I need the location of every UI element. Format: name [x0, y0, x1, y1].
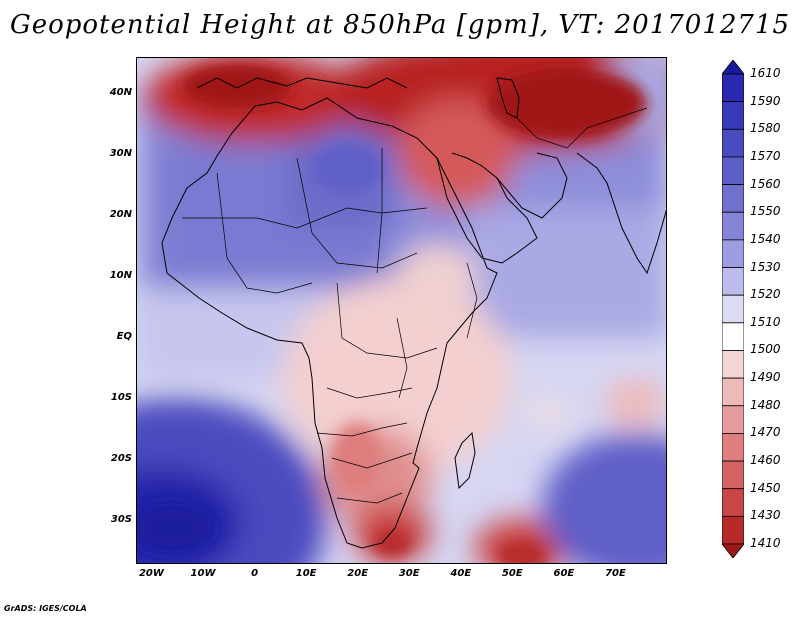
colorbar-segment [722, 294, 744, 324]
colorbar-label: 1520 [750, 287, 781, 302]
credit-text: GrADS: IGES/COLA [4, 604, 87, 613]
map-panel [136, 57, 667, 564]
height-field-map [137, 58, 666, 563]
field-details [137, 64, 647, 563]
colorbar-label: 1470 [750, 425, 781, 440]
colorbar-label: 1550 [750, 204, 781, 219]
colorbar-label: 1490 [750, 370, 781, 385]
lat-tick-label: 10S [110, 392, 132, 404]
chart-title: Geopotential Height at 850hPa [gpm], VT:… [9, 10, 791, 40]
colorbar-label: 1530 [750, 259, 781, 274]
colorbar-segment [722, 267, 744, 296]
lat-tick-label: EQ [116, 330, 132, 342]
lon-tick-label: 20E [347, 568, 369, 579]
lat-tick-label: 20S [110, 453, 132, 465]
colorbar-label: 1560 [750, 176, 781, 191]
colorbar-segment [722, 101, 744, 130]
colorbar [722, 60, 744, 558]
colorbar-label: 1450 [750, 480, 781, 495]
colorbar-segment [722, 322, 744, 351]
lon-tick-label: 10W [190, 568, 216, 579]
colorbar-label: 1480 [750, 397, 781, 412]
colorbar-segment [722, 211, 744, 241]
colorbar-label: 1590 [750, 93, 781, 108]
colorbar-segment [722, 377, 744, 407]
lon-tick-label: 10E [295, 568, 317, 579]
lat-tick-label: 30S [110, 514, 132, 526]
colorbar-label: 1510 [750, 314, 781, 329]
colorbar-segment [722, 239, 744, 268]
lon-tick-label: 20W [138, 568, 164, 579]
lon-tick-label: 40E [450, 568, 472, 579]
lat-tick-label: 20N [109, 208, 132, 220]
colorbar-segment [722, 488, 744, 517]
colorbar-segment [722, 184, 744, 213]
colorbar-segment [722, 405, 744, 434]
lat-tick-label: 30N [109, 147, 132, 159]
lat-tick-label: 40N [109, 86, 132, 98]
colorbar-bottom-arrow [722, 543, 744, 558]
country-borders [182, 107, 648, 504]
colorbar-segment [722, 350, 744, 379]
colorbar-segment [722, 515, 744, 545]
colorbar-segment [722, 156, 744, 185]
colorbar-label: 1570 [750, 148, 781, 163]
colorbar-label: 1460 [750, 453, 781, 468]
colorbar-label: 1610 [750, 66, 781, 80]
lon-tick-label: 50E [501, 568, 523, 579]
colorbar-label: 1430 [750, 508, 781, 523]
colorbar-label: 1410 [750, 536, 781, 550]
lon-tick-label: 30E [398, 568, 420, 579]
lon-tick-label: 0 [251, 568, 259, 579]
colorbar-label: 1540 [750, 231, 781, 246]
colorbar-segment [722, 73, 744, 103]
colorbar-segment [722, 460, 744, 490]
colorbar-segment [722, 433, 744, 462]
colorbar-label: 1580 [750, 121, 781, 136]
colorbar-segment [722, 128, 744, 158]
lon-tick-label: 60E [553, 568, 575, 579]
colorbar-top-arrow [722, 60, 744, 75]
lon-tick-label: 70E [605, 568, 626, 579]
colorbar-label: 1500 [750, 342, 781, 357]
coastlines [161, 77, 666, 549]
lat-tick-label: 10N [109, 269, 132, 281]
